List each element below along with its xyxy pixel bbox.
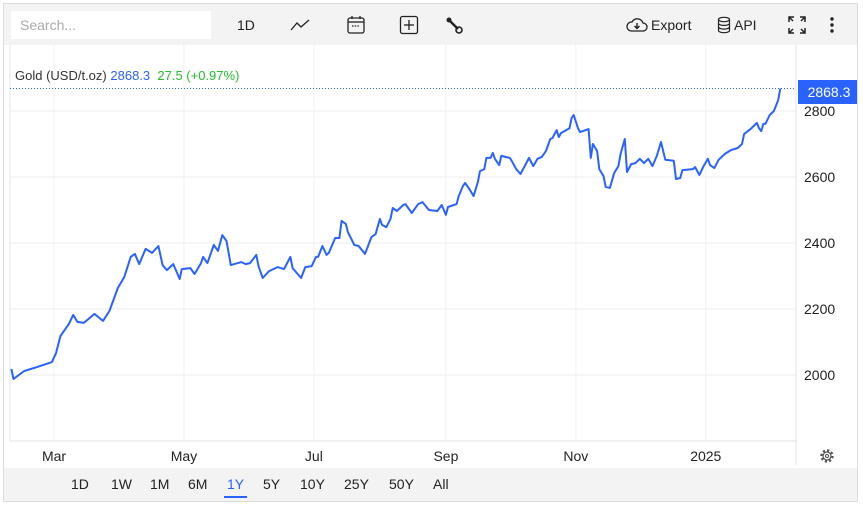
chart-legend: Gold (USD/t.oz) 2868.3 27.5 (+0.97%) xyxy=(15,68,239,83)
y-tick-label: 2800 xyxy=(804,103,835,119)
range-button-10y[interactable]: 10Y xyxy=(300,476,325,492)
toolbar: 1D Export API xyxy=(4,4,857,45)
range-button-1y[interactable]: 1Y xyxy=(224,476,248,498)
x-tick-label: May xyxy=(171,448,197,464)
chart-widget: 2000 2200 2400 2600 2800 Mar May Jul Sep Nov 2025 … xyxy=(3,3,858,502)
x-tick-label: Sep xyxy=(433,448,458,464)
fullscreen-icon[interactable] xyxy=(787,12,807,38)
api-button[interactable]: API xyxy=(717,12,757,38)
y-tick-label: 2200 xyxy=(804,301,835,317)
last-price-tag: 2868.3 xyxy=(798,80,857,104)
export-label: Export xyxy=(651,17,692,33)
range-button-1m[interactable]: 1M xyxy=(150,476,170,492)
x-tick-label: 2025 xyxy=(690,448,721,464)
y-tick-label: 2400 xyxy=(804,235,835,251)
price-chart[interactable]: 2000 2200 2400 2600 2800 Mar May Jul Sep Nov 2025 xyxy=(4,4,858,502)
database-icon xyxy=(717,16,731,34)
range-button-1w[interactable]: 1W xyxy=(111,476,132,492)
interval-button[interactable]: 1D xyxy=(237,17,255,33)
range-bar: 1D 1W 1M 6M 1Y 5Y 10Y 25Y 50Y All xyxy=(4,468,857,501)
line-chart-icon[interactable] xyxy=(290,12,310,38)
price-change: 27.5 (+0.97%) xyxy=(157,68,240,83)
cloud-download-icon xyxy=(626,18,648,32)
add-indicator-icon[interactable] xyxy=(399,12,419,38)
x-tick-label: Nov xyxy=(563,448,588,464)
gear-icon[interactable] xyxy=(818,447,836,465)
x-tick-label: Mar xyxy=(42,448,66,464)
range-button-all[interactable]: All xyxy=(433,476,449,492)
range-button-25y[interactable]: 25Y xyxy=(344,476,369,492)
export-button[interactable]: Export xyxy=(625,12,691,38)
x-tick-label: Jul xyxy=(305,448,323,464)
search-input[interactable] xyxy=(11,11,211,39)
y-tick-label: 2600 xyxy=(804,169,835,185)
api-label: API xyxy=(734,17,757,33)
y-tick-label: 2000 xyxy=(804,367,835,383)
range-button-50y[interactable]: 50Y xyxy=(389,476,414,492)
price-line xyxy=(10,88,782,380)
wrench-icon[interactable] xyxy=(445,12,463,38)
calendar-icon[interactable] xyxy=(346,12,366,38)
symbol-name: Gold (USD/t.oz) xyxy=(15,68,107,83)
range-button-5y[interactable]: 5Y xyxy=(263,476,281,492)
more-menu-icon[interactable] xyxy=(829,12,835,38)
range-button-6m[interactable]: 6M xyxy=(188,476,208,492)
range-button-1d[interactable]: 1D xyxy=(71,476,89,492)
last-price: 2868.3 xyxy=(110,68,151,83)
